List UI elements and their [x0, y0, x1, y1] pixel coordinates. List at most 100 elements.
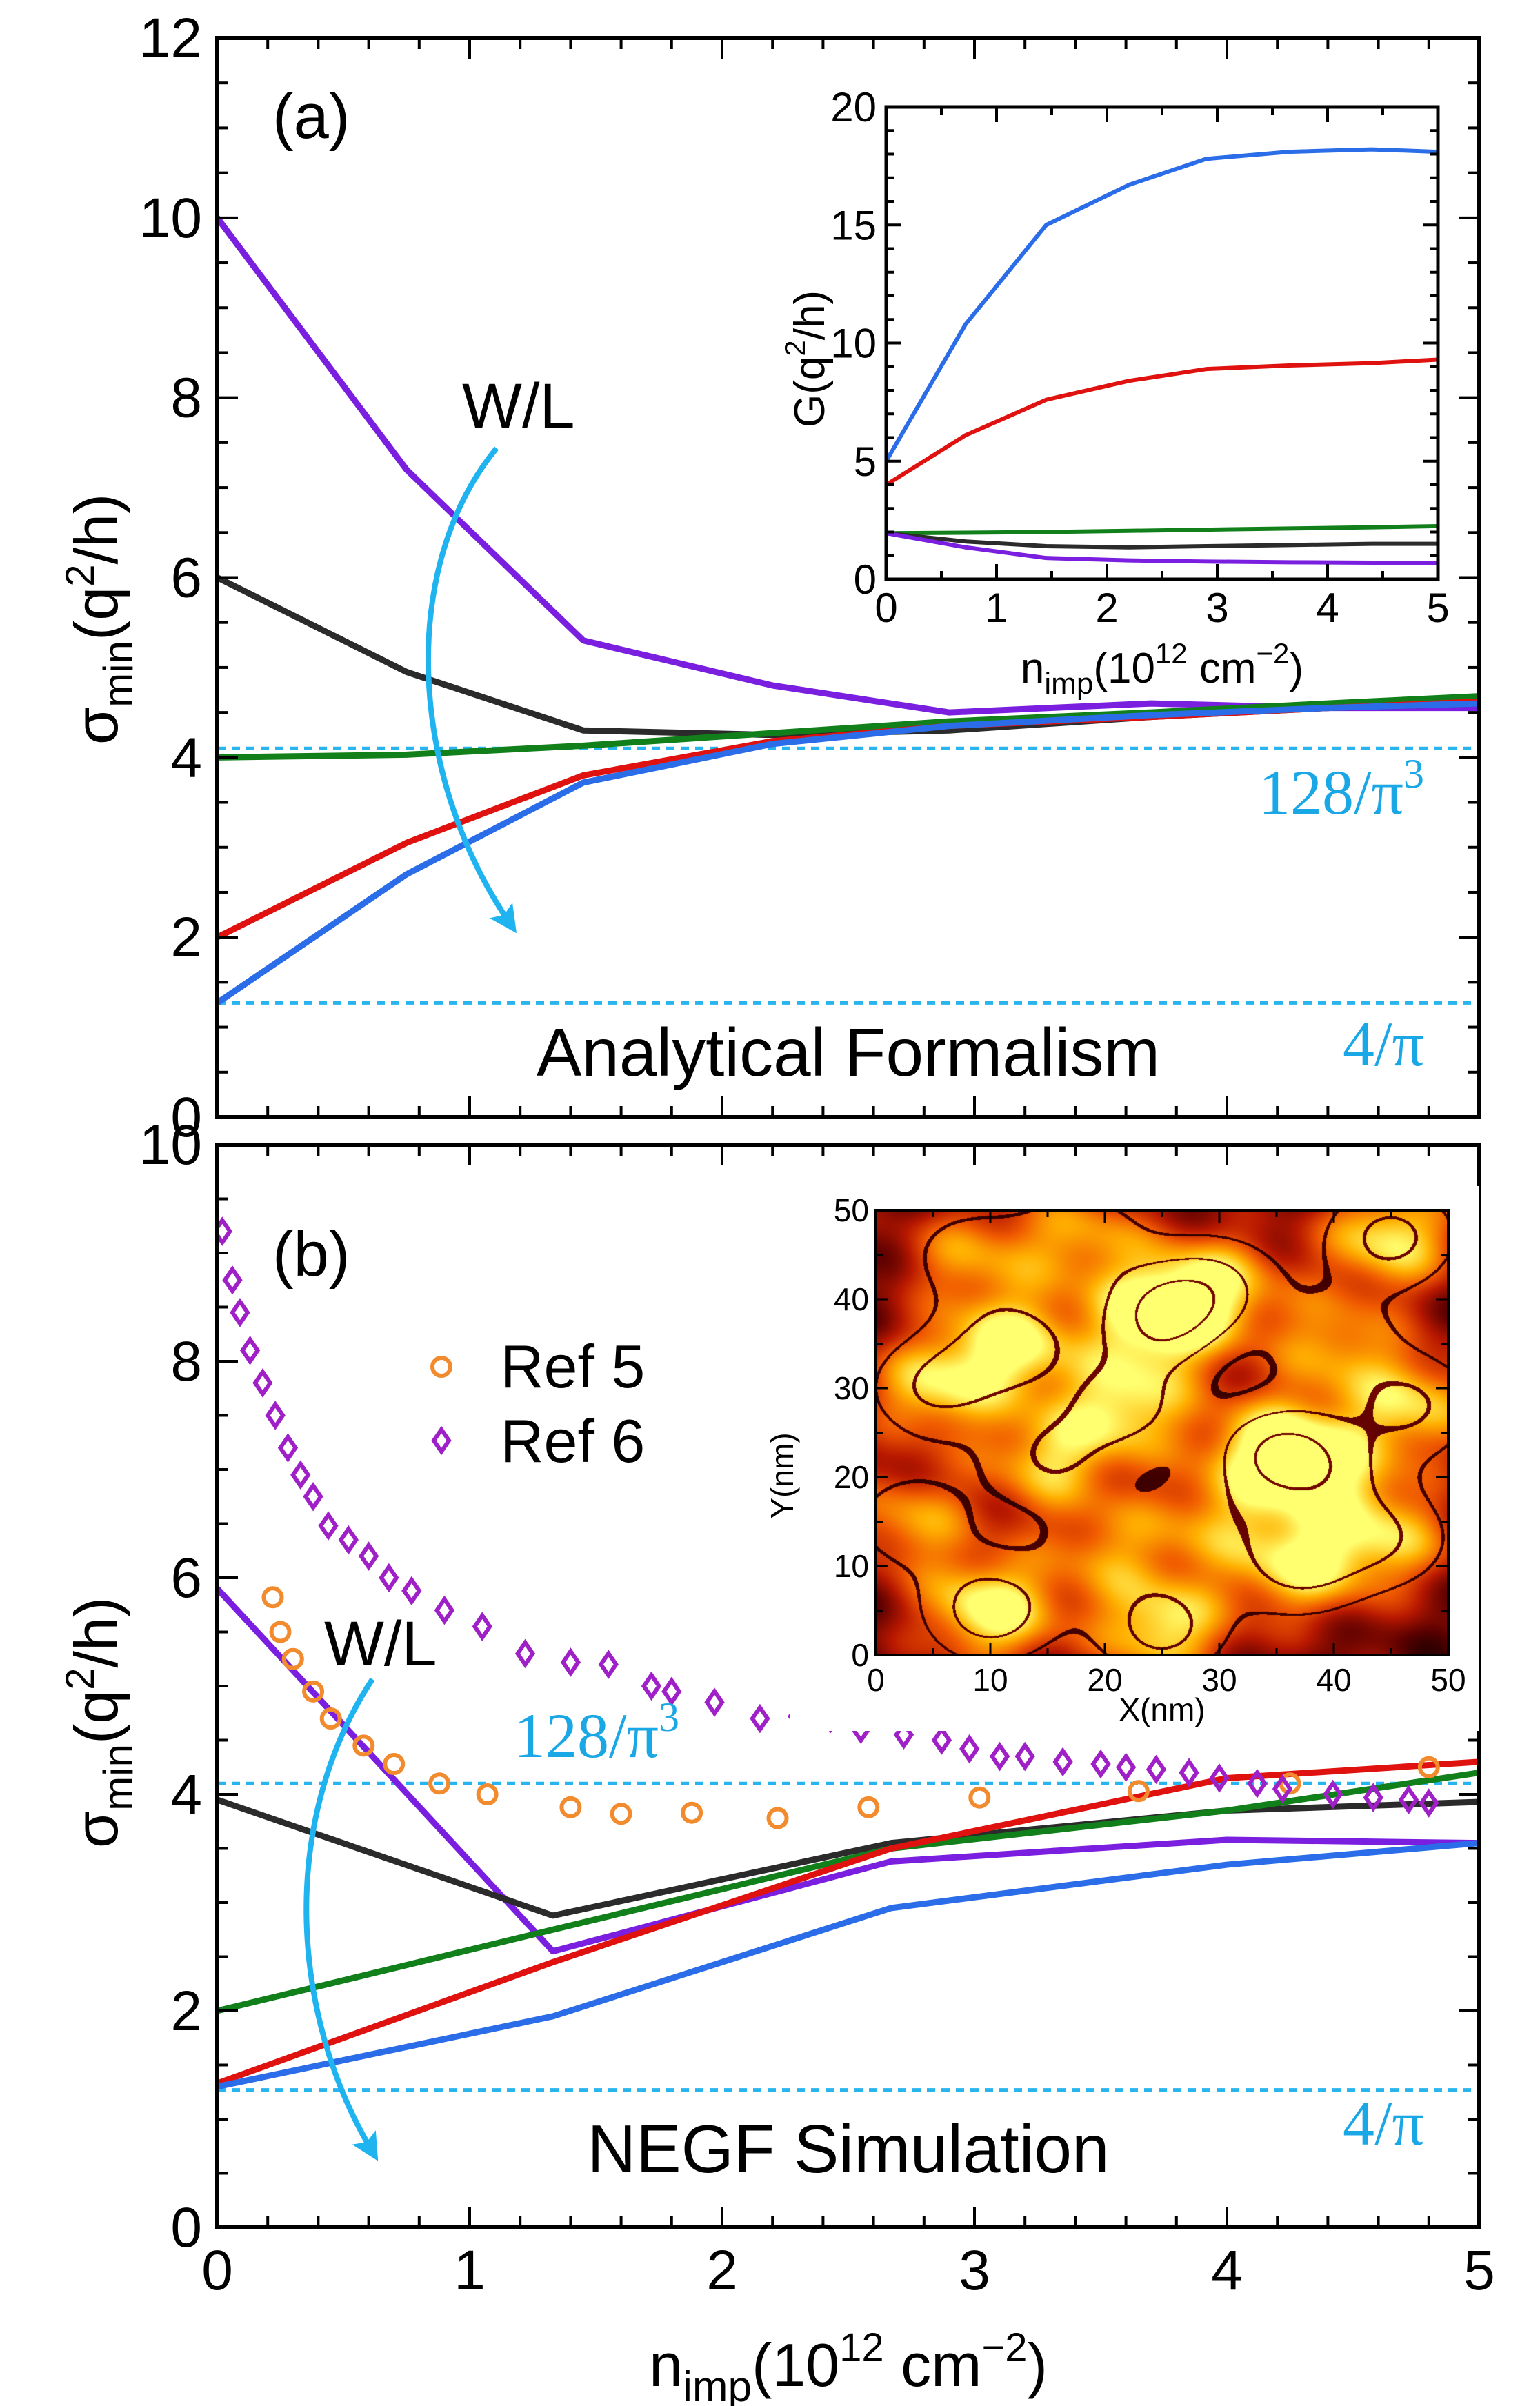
inset-a-y-axis-title: G(q2/h): [779, 290, 834, 428]
panel-b-ref-label-128: 128/π3: [514, 1694, 679, 1771]
inset-a-series-purple: [886, 531, 1438, 565]
inset-b-x-tick-label: 50: [1430, 1662, 1466, 1698]
inset-b-y-tick-label: 10: [834, 1548, 869, 1584]
inset-b-x-tick-label: 40: [1316, 1662, 1351, 1698]
ref5-point: [302, 1680, 325, 1703]
ref6-point: [358, 1541, 379, 1571]
ref6-point: [290, 1460, 311, 1490]
inset-y-tick-label: 20: [830, 84, 877, 130]
inset-b-y-tick-label: 30: [834, 1370, 869, 1406]
y-tick-label: 2: [170, 1980, 202, 2043]
inset-x-tick-label: 5: [1426, 585, 1449, 631]
ref6-point: [265, 1401, 286, 1430]
inset-b-heatmap: [876, 1210, 1448, 1655]
ref6-point: [931, 1725, 952, 1755]
ref5-point: [476, 1783, 499, 1805]
panel-b-inset: 0 10 20 30 40 50 0 10 20 30 40 50 Y(nm) X(nm): [764, 1186, 1479, 1731]
inset-b-y-tick-label: 20: [834, 1459, 869, 1495]
inset-b-x-tick-label: 30: [1201, 1662, 1237, 1698]
ref5-point: [1417, 1756, 1440, 1778]
ref5-point: [269, 1621, 292, 1643]
ref5-point: [281, 1647, 304, 1670]
inset-b-y-tick-label: 0: [851, 1637, 869, 1673]
ref5-point: [352, 1734, 375, 1757]
panel-b-y-axis-title: σmin(q2/h): [58, 1597, 141, 1848]
y-tick-label: 8: [170, 367, 202, 430]
panel-b-legend: Ref 5 Ref 6: [430, 1332, 645, 1475]
ref5-point: [857, 1796, 880, 1818]
ref6-point: [472, 1612, 492, 1641]
ref5-point: [383, 1753, 406, 1776]
inset-a-ticks: [885, 106, 1439, 581]
ref5-point: [968, 1786, 991, 1809]
panel-b-series: [217, 1585, 1479, 2090]
panel-b: 0 2 4 6 8 10 0 1 2 3 4 5 (b) Ref 5 Ref 6 σmin(q2/h…: [58, 1114, 1495, 2302]
inset-a-background: [883, 103, 1441, 579]
ref5-point: [261, 1586, 284, 1609]
inset-a-series-blue: [884, 147, 1439, 463]
series-line-blue: [217, 700, 1479, 1006]
x-tick-label: 4: [1211, 2239, 1243, 2302]
inset-b-x-tick-label: 20: [1087, 1662, 1122, 1698]
ref5-point: [610, 1803, 632, 1825]
inset-x-tick-label: 2: [1095, 585, 1118, 631]
legend-ref5-label: Ref 5: [500, 1332, 645, 1401]
inset-x-tick-label: 1: [985, 585, 1008, 631]
ref6-point: [598, 1650, 619, 1679]
y-tick-label: 6: [170, 547, 202, 610]
panel-a-series: [217, 214, 1479, 1006]
ref6-point: [379, 1563, 399, 1593]
y-tick-label: 10: [139, 1114, 202, 1176]
panel-b-label: (b): [272, 1219, 350, 1290]
series-line-red: [217, 1758, 1479, 2087]
legend-ref6-label: Ref 6: [500, 1407, 645, 1475]
x-axis-title: nimp(1012 cm−2): [649, 2325, 1048, 2406]
panel-a-inset: 0 1 2 3 4 5 0 5 10 15 20 G(q2/h) nimp(1012 cm−2): [779, 84, 1450, 701]
y-tick-label: 0: [170, 1086, 202, 1149]
panel-b-scatter: [217, 1216, 1440, 1829]
ref6-point: [230, 1298, 250, 1327]
legend-ref6-marker: [431, 1425, 452, 1456]
ref5-point: [766, 1807, 789, 1829]
series-line-blue: [217, 1840, 1479, 2090]
inset-a-x-axis-title: nimp(1012 cm−2): [1021, 637, 1303, 701]
inset-a-series-red: [885, 357, 1439, 487]
ref6-point: [1272, 1774, 1293, 1804]
ref6-point: [217, 1216, 232, 1246]
ref6-point: [1179, 1758, 1199, 1787]
ref6-point: [318, 1511, 339, 1541]
y-tick-label: 10: [139, 187, 202, 250]
ref6-point: [1014, 1741, 1035, 1772]
y-tick-label: 8: [170, 1330, 202, 1393]
panel-a-wl-arrow: [425, 446, 517, 934]
inset-x-tick-label: 0: [874, 585, 897, 631]
panel-a-wl-label: W/L: [462, 371, 575, 441]
ref5-point: [1127, 1780, 1150, 1803]
panel-b-ref-label-4pi: 4/π: [1343, 2088, 1424, 2158]
x-tick-label: 5: [1463, 2239, 1495, 2302]
inset-b-heatmap-host: [876, 1210, 1448, 1655]
inset-b-x-axis-title: X(nm): [1119, 1692, 1205, 1727]
ref6-point: [1398, 1785, 1419, 1815]
panel-b-ref-lines: [217, 1781, 1479, 2092]
inset-b-x-tick-label: 0: [867, 1662, 885, 1698]
inset-b-ticks: [874, 1209, 1450, 1656]
inset-b-y-tick-label: 50: [834, 1192, 869, 1228]
y-tick-label: 4: [170, 726, 202, 789]
y-tick-label: 12: [139, 7, 202, 70]
ref6-point: [560, 1647, 581, 1677]
inset-b-tick-labels: 0 10 20 30 40 50 0 10 20 30 40 50: [834, 1192, 1466, 1698]
ref6-point: [1323, 1779, 1343, 1809]
ref6-point: [252, 1368, 273, 1398]
ref6-point: [401, 1576, 422, 1606]
inset-y-tick-label: 10: [830, 321, 877, 367]
ref6-point: [893, 1720, 914, 1750]
ref6-point: [1363, 1783, 1383, 1813]
ref6-point: [661, 1676, 682, 1707]
panel-a-ref-lines: [217, 746, 1479, 1005]
y-tick-label: 2: [170, 906, 202, 969]
inset-b-y-tick-label: 40: [834, 1281, 869, 1317]
ref5-point: [319, 1707, 342, 1730]
panel-a-ref-label-128: 128/π3: [1259, 751, 1424, 828]
panel-a-y-tick-labels: 0 2 4 6 8 10 12: [139, 7, 202, 1149]
